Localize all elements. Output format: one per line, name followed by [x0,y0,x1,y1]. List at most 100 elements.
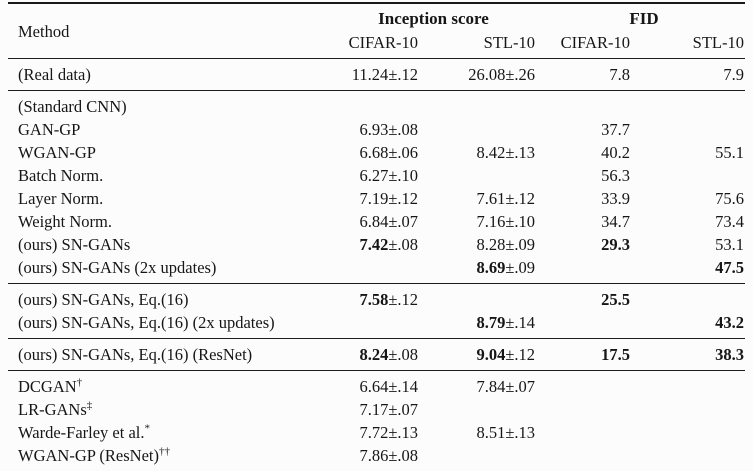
value-mean: 33.9 [601,189,630,208]
table-row: (ours) SN-GANs (2x updates) 8.69±.09 47.5 [8,256,745,284]
method-cell: WGAN-GP [18,143,96,162]
method-cell: GAN-GP [18,120,81,139]
fid-stl10-column-header: STL-10 [692,33,744,52]
value-mean: 7.84 [476,377,506,396]
value-cell: 7.58±.12 [324,283,428,311]
value-cell [324,256,428,284]
value-cell: 29.3 [543,233,638,256]
value-mean: 6.27 [359,166,389,185]
fid-cifar10-column-header: CIFAR-10 [560,33,630,52]
value-cell: 7.72±.13 [324,421,428,444]
value-mean: 9.04 [476,345,506,364]
value-mean: 8.42 [476,143,506,162]
value-mean: 29.3 [601,235,630,254]
value-stddev: ±.08 [388,235,418,254]
value-stddev: ±.07 [388,212,418,231]
value-mean: 7.16 [476,212,506,231]
value-mean: 7.42 [359,235,389,254]
value-cell: 8.79±.14 [428,311,543,339]
value-cell: 7.42±.08 [324,233,428,256]
value-cell: 38.3 [638,338,745,371]
value-cell [638,118,745,141]
value-mean: 43.2 [715,313,744,332]
fid-group-header: FID [629,9,659,28]
value-stddev: ±.09 [505,258,535,277]
value-stddev: ±.07 [505,377,535,396]
value-mean: 6.93 [359,120,389,139]
value-cell: 33.9 [543,187,638,210]
value-mean: 75.6 [715,189,744,208]
value-cell [428,283,543,311]
value-cell: 8.28±.09 [428,233,543,256]
method-cell: DCGAN† [8,370,324,398]
value-cell [324,90,428,118]
value-cell [638,164,745,187]
value-cell: 7.9 [638,59,745,91]
value-cell: 53.1 [638,233,745,256]
table-header: Method Inception score FID CIFAR-10 STL-… [8,3,745,59]
value-mean: 53.1 [715,235,744,254]
method-superscript: †† [158,445,170,458]
value-mean: 40.2 [601,143,630,162]
value-stddev: ±.08 [388,446,418,465]
value-cell: 6.68±.06 [324,141,428,164]
inception-score-group-header: Inception score [378,9,489,28]
value-cell: 7.16±.10 [428,210,543,233]
value-cell: 25.5 [543,283,638,311]
method-cell: WGAN-GP (ResNet)†† [18,445,170,465]
value-cell [543,444,638,471]
value-mean: 7.58 [359,290,389,309]
value-cell [543,311,638,339]
value-mean: 7.86 [359,446,389,465]
value-stddev: ±.14 [505,313,535,332]
value-cell [543,256,638,284]
value-mean: 6.68 [359,143,389,162]
value-cell: 17.5 [543,338,638,371]
value-stddev: ±.10 [505,212,535,231]
value-cell: 7.84±.07 [428,370,543,398]
value-mean: 6.84 [359,212,389,231]
value-mean: 25.5 [601,290,630,309]
value-mean: 8.79 [476,313,506,332]
value-cell [324,311,428,339]
value-stddev: ±.06 [388,143,418,162]
method-cell: Batch Norm. [18,166,104,185]
value-cell: 7.8 [543,59,638,91]
value-cell: 8.51±.13 [428,421,543,444]
table-row: Weight Norm. 6.84±.07 7.16±.10 34.7 73.4 [8,210,745,233]
value-cell: 55.1 [638,141,745,164]
value-mean: 7.61 [476,189,506,208]
value-stddev: ±.14 [388,377,418,396]
value-cell [543,370,638,398]
value-mean: 26.08 [468,65,506,84]
table-row: WGAN-GP (ResNet)†† 7.86±.08 [8,444,745,471]
value-cell: 7.86±.08 [324,444,428,471]
value-stddev: ±.08 [388,120,418,139]
table-body: (Real data) 11.24±.12 26.08±.26 7.8 7.9 (Stan… [8,59,745,471]
value-mean: 73.4 [715,212,744,231]
value-cell [543,421,638,444]
value-mean: 34.7 [601,212,630,231]
value-mean: 38.3 [715,345,744,364]
value-cell [428,398,543,421]
table-row: (ours) SN-GANs, Eq.(16) 7.58±.12 25.5 [8,283,745,311]
method-cell: (ours) SN-GANs (2x updates) [18,258,217,277]
method-cell: (Standard CNN) [8,90,324,118]
group-header-row: Method Inception score FID [8,3,745,41]
table-row: Batch Norm. 6.27±.10 56.3 [8,164,745,187]
value-cell: 7.61±.12 [428,187,543,210]
value-cell [428,118,543,141]
value-mean: 8.24 [359,345,389,364]
value-cell [638,283,745,311]
value-mean: 7.8 [609,65,630,84]
method-cell: (Real data) [18,65,91,84]
value-stddev: ±.12 [388,65,418,84]
method-cell: Layer Norm. [18,189,104,208]
value-cell: 37.7 [543,118,638,141]
method-cell: Warde-Farley et al.* [18,422,150,442]
method-cell: (ours) SN-GANs, Eq.(16) (2x updates) [18,313,275,332]
value-cell [638,398,745,421]
is-stl10-column-header: STL-10 [483,33,535,52]
value-cell: 7.19±.12 [324,187,428,210]
value-cell: 6.64±.14 [324,370,428,398]
